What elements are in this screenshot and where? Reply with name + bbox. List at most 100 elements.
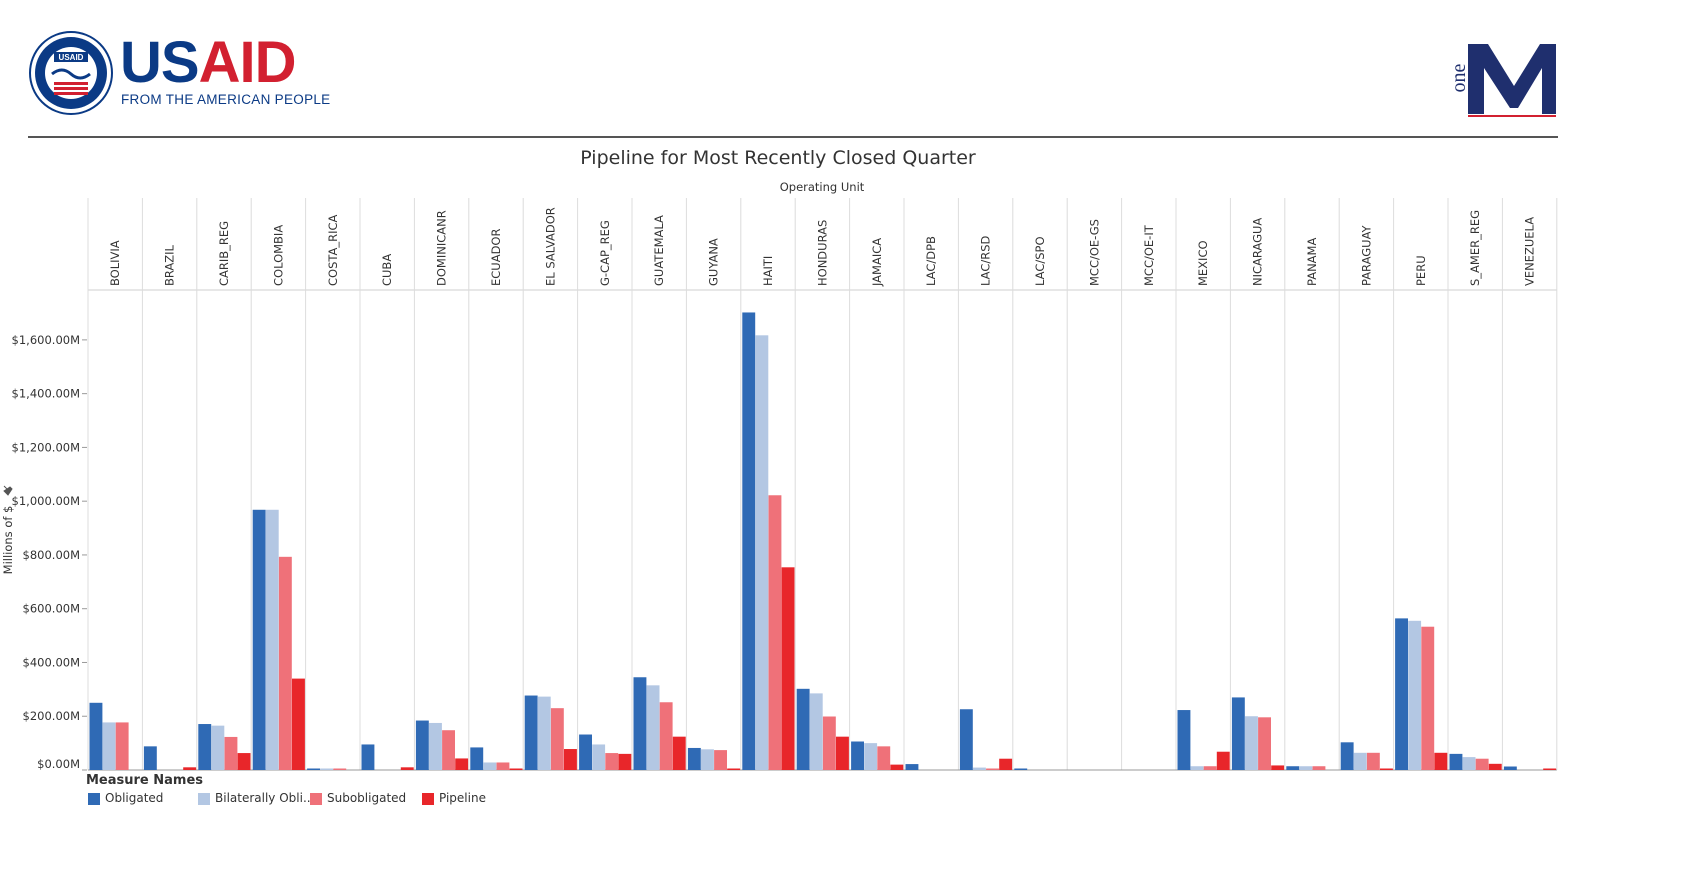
bar [1203, 766, 1217, 770]
category-label: MEXICO [1196, 240, 1210, 286]
bar [727, 768, 741, 770]
bar [1245, 716, 1258, 770]
bar [292, 678, 305, 770]
bar [1216, 751, 1230, 770]
bar [1258, 717, 1271, 770]
bar [265, 509, 279, 770]
bar [183, 767, 197, 770]
bar [1271, 765, 1285, 770]
onem-one-text: one [1454, 63, 1470, 92]
bar [742, 312, 756, 770]
bar [89, 702, 103, 770]
bar [1434, 752, 1448, 770]
bar [864, 743, 878, 770]
wordmark-aid: AID [198, 30, 297, 95]
category-label: GUATEMALA [652, 215, 666, 286]
bar [320, 768, 334, 770]
bar [102, 722, 116, 770]
category-label: COLOMBIA [271, 225, 285, 286]
y-tick-label: $1,200.00M [12, 440, 80, 454]
pin-icon [3, 485, 13, 496]
legend-swatch [310, 793, 322, 805]
bar [1312, 766, 1326, 770]
bar [890, 764, 904, 770]
bar [781, 567, 795, 770]
header-divider [28, 136, 1558, 138]
bar [333, 768, 347, 770]
bar [1366, 752, 1380, 770]
bar [973, 767, 986, 770]
bar [1380, 768, 1393, 770]
usaid-seal-icon: USAID [29, 31, 113, 115]
wordmark-us: US [120, 30, 200, 95]
bar [986, 768, 999, 770]
y-tick-label: $1,600.00M [12, 333, 80, 347]
bar [429, 722, 442, 770]
bar [618, 753, 632, 770]
bar [252, 509, 266, 770]
bar [564, 749, 577, 770]
y-tick-label: $200.00M [23, 709, 80, 723]
bar [1462, 757, 1476, 770]
category-label: LAC/DPB [924, 236, 938, 286]
bar [755, 335, 769, 770]
category-label: ECUADOR [489, 229, 503, 286]
bar [550, 708, 564, 770]
bar [1408, 620, 1422, 770]
bar [455, 758, 469, 770]
bar [592, 744, 606, 770]
legend-label: Obligated [105, 791, 164, 805]
bar [198, 724, 212, 770]
bar [877, 746, 891, 770]
legend-swatch [422, 793, 434, 805]
bar [1299, 766, 1313, 770]
bar [1543, 768, 1557, 770]
bar [701, 749, 714, 770]
report-header: USAID USAID FROM THE AMERICAN PEOPLE one [0, 0, 1688, 150]
category-label: DOMINICANR [435, 210, 449, 286]
y-tick-label: $600.00M [23, 602, 80, 616]
bar [1286, 766, 1300, 770]
usaid-wordmark: USAID [120, 34, 296, 92]
category-label: MCC/OE-IT [1142, 224, 1156, 286]
bar [905, 764, 919, 770]
bar [836, 736, 849, 770]
bar [143, 746, 157, 770]
column-header-title: Operating Unit [779, 180, 865, 194]
category-label: VENEZUELA [1523, 217, 1537, 286]
usaid-tagline: FROM THE AMERICAN PEOPLE [121, 92, 331, 107]
category-label: HAITI [761, 256, 775, 286]
bar [687, 747, 701, 770]
bar [415, 720, 429, 770]
bar-chart: BOLIVIA BRAZIL CARIB_REG COLOMBIA COSTA_RICA… [1, 198, 1558, 771]
y-tick-label: $800.00M [23, 548, 80, 562]
bar [579, 734, 592, 770]
y-tick-label: $0.00M [37, 757, 80, 771]
bar [1421, 626, 1435, 770]
bar [1475, 758, 1489, 770]
bar [851, 741, 864, 770]
bar [1177, 710, 1191, 770]
bar [237, 753, 251, 770]
legend-label: Bilaterally Obli.. [215, 791, 311, 805]
category-label: LAC/SPO [1033, 236, 1047, 286]
category-label: CARIB_REG [217, 221, 231, 286]
y-axis-label: Millions of $ [1, 506, 15, 575]
bar [1231, 697, 1245, 770]
category-label: PARAGUAY [1359, 224, 1373, 286]
category-label: BRAZIL [163, 244, 177, 286]
category-label: G-CAP_REG [598, 220, 612, 286]
bar [1353, 752, 1367, 770]
y-tick-label: $1,000.00M [12, 494, 80, 508]
bar [646, 685, 660, 770]
bar [400, 767, 414, 770]
bar [1395, 618, 1408, 770]
category-label: COSTA_RICA [326, 214, 340, 286]
bar [633, 677, 647, 770]
category-label: MCC/OE-GS [1087, 219, 1101, 286]
bar [115, 722, 129, 770]
bar [959, 709, 973, 770]
y-tick-label: $1,400.00M [12, 387, 80, 401]
bar [672, 736, 686, 770]
chart-title: Pipeline for Most Recently Closed Quarte… [580, 147, 976, 169]
